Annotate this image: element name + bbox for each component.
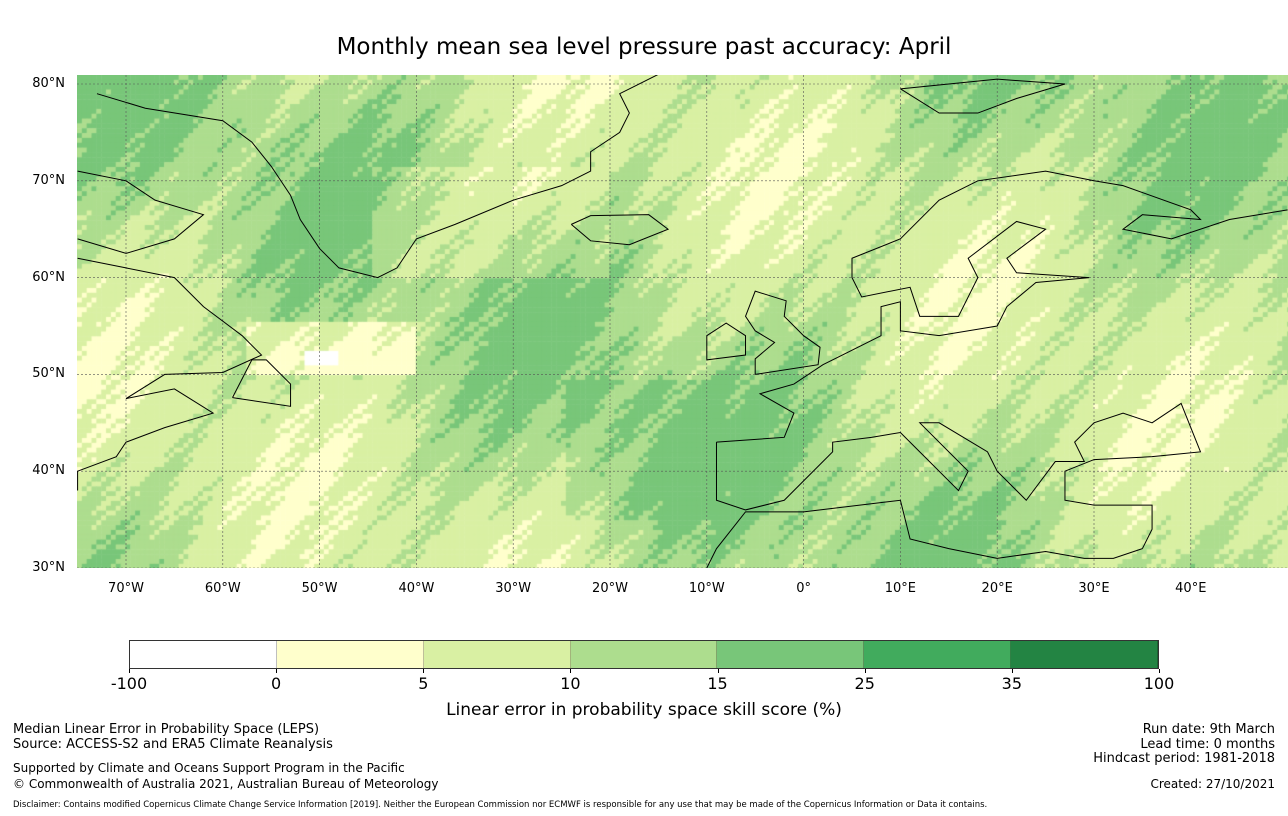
colorbar-tick xyxy=(129,669,130,673)
colorbar-swatch xyxy=(570,641,718,668)
skill-score-grid xyxy=(77,75,1288,568)
supported-text: Supported by Climate and Oceans Support … xyxy=(13,761,405,775)
colorbar-label: Linear error in probability space skill … xyxy=(446,700,842,720)
lat-label: 30°N xyxy=(32,560,65,575)
coastline-europeW xyxy=(716,170,1288,443)
source-text: Source: ACCESS-S2 and ERA5 Climate Reana… xyxy=(13,737,333,752)
lat-label: 70°N xyxy=(32,172,65,188)
colorbar-tick xyxy=(1011,669,1013,673)
lat-label: 60°N xyxy=(32,269,65,285)
metric-text: Median Linear Error in Probability Space… xyxy=(13,722,320,737)
coastline-europe xyxy=(715,402,1202,549)
colorbar-tick xyxy=(276,669,278,673)
disclaimer: Disclaimer: Contains modified Copernicus… xyxy=(13,800,988,810)
coastline-labrador xyxy=(77,257,263,491)
colorbar-tick-label: 100 xyxy=(1143,674,1175,693)
coastline-africa xyxy=(706,499,1143,568)
created-date: Created: 27/10/2021 xyxy=(1150,777,1275,791)
lon-label: 20°W xyxy=(592,581,628,596)
lead-time: Lead time: 0 months xyxy=(1140,737,1275,752)
colorbar-tick xyxy=(570,669,572,673)
coastline-svalbard xyxy=(900,78,1066,114)
colorbar-tick-label: -100 xyxy=(110,674,148,693)
lon-label: 40°E xyxy=(1175,581,1207,596)
colorbar-tick-label: 0 xyxy=(271,674,282,693)
skill-score-map xyxy=(77,75,1288,568)
coastline-greenland xyxy=(96,75,659,279)
colorbar-swatch xyxy=(864,641,1012,668)
coastline-baffin xyxy=(77,170,205,254)
colorbar-swatch xyxy=(276,641,424,668)
colorbar-swatch xyxy=(423,641,571,668)
lon-label: 0° xyxy=(796,581,811,596)
map-overlay xyxy=(77,75,1288,568)
lon-label: 40°W xyxy=(398,581,435,596)
lon-label: 70°W xyxy=(108,581,144,596)
coastline-uk xyxy=(744,290,821,375)
run-date: Run date: 9th March xyxy=(1142,722,1275,737)
colorbar-tick-label: 5 xyxy=(418,674,429,693)
copyright-text: © Commonwealth of Australia 2021, Austra… xyxy=(13,777,439,791)
hindcast-period: Hindcast period: 1981-2018 xyxy=(1093,751,1275,766)
lon-label: 60°W xyxy=(204,581,241,596)
lon-label: 30°E xyxy=(1078,581,1110,596)
lon-label: 50°W xyxy=(301,581,338,596)
lat-label: 40°N xyxy=(32,463,65,479)
colorbar-tick xyxy=(423,669,425,673)
coastline-ireland xyxy=(706,322,747,361)
colorbar-tick-label: 15 xyxy=(707,674,728,693)
lon-label: 10°E xyxy=(884,581,917,596)
colorbar xyxy=(129,640,1159,669)
colorbar-swatch xyxy=(130,641,277,668)
colorbar-tick-label: 25 xyxy=(854,674,875,693)
colorbar-tick xyxy=(1159,669,1160,673)
colorbar-tick xyxy=(864,669,866,673)
colorbar-tick-label: 35 xyxy=(1001,674,1023,693)
lat-label: 50°N xyxy=(32,366,65,382)
colorbar-tick xyxy=(717,669,719,673)
coastline-iceland xyxy=(570,214,670,246)
coastline-newfoundland xyxy=(232,359,292,407)
colorbar-swatch xyxy=(717,641,865,668)
lat-label: 80°N xyxy=(32,76,65,91)
lon-label: 30°W xyxy=(495,581,532,596)
chart-title: Monthly mean sea level pressure past acc… xyxy=(336,34,952,60)
colorbar-swatch xyxy=(1011,641,1159,668)
lon-label: 10°W xyxy=(688,581,725,596)
lon-label: 20°E xyxy=(981,581,1013,596)
colorbar-tick-label: 10 xyxy=(560,674,581,693)
